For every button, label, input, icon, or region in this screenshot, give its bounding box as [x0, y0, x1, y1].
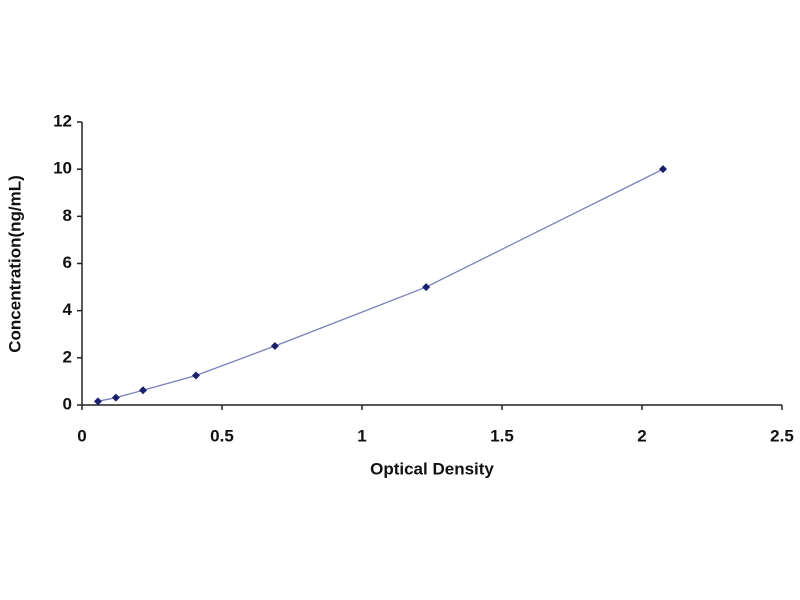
y-tick-label: 0 — [63, 394, 72, 413]
x-tick-label: 1 — [357, 426, 366, 445]
x-tick-label: 1.5 — [490, 426, 514, 445]
data-point — [659, 165, 667, 174]
series-line — [97, 168, 664, 402]
x-tick-label: 0 — [77, 426, 86, 445]
data-point — [270, 342, 279, 351]
x-axis-label: Optical Density — [370, 459, 494, 478]
x-tick-label: 0.5 — [210, 426, 234, 445]
data-point — [111, 393, 120, 402]
data-point — [422, 283, 431, 292]
data-point — [93, 397, 102, 406]
data-point — [191, 371, 200, 380]
y-axis-label: Concentration(ng/mL) — [5, 175, 24, 353]
x-tick-label: 2 — [637, 426, 646, 445]
y-tick-label: 10 — [53, 159, 72, 178]
data-point — [139, 386, 148, 395]
y-tick-label: 6 — [63, 253, 72, 272]
y-tick-label: 8 — [63, 206, 72, 225]
x-tick-label: 2.5 — [770, 426, 794, 445]
y-tick-label: 12 — [53, 111, 72, 130]
y-tick-label: 2 — [63, 347, 72, 366]
y-tick-label: 4 — [63, 300, 73, 319]
